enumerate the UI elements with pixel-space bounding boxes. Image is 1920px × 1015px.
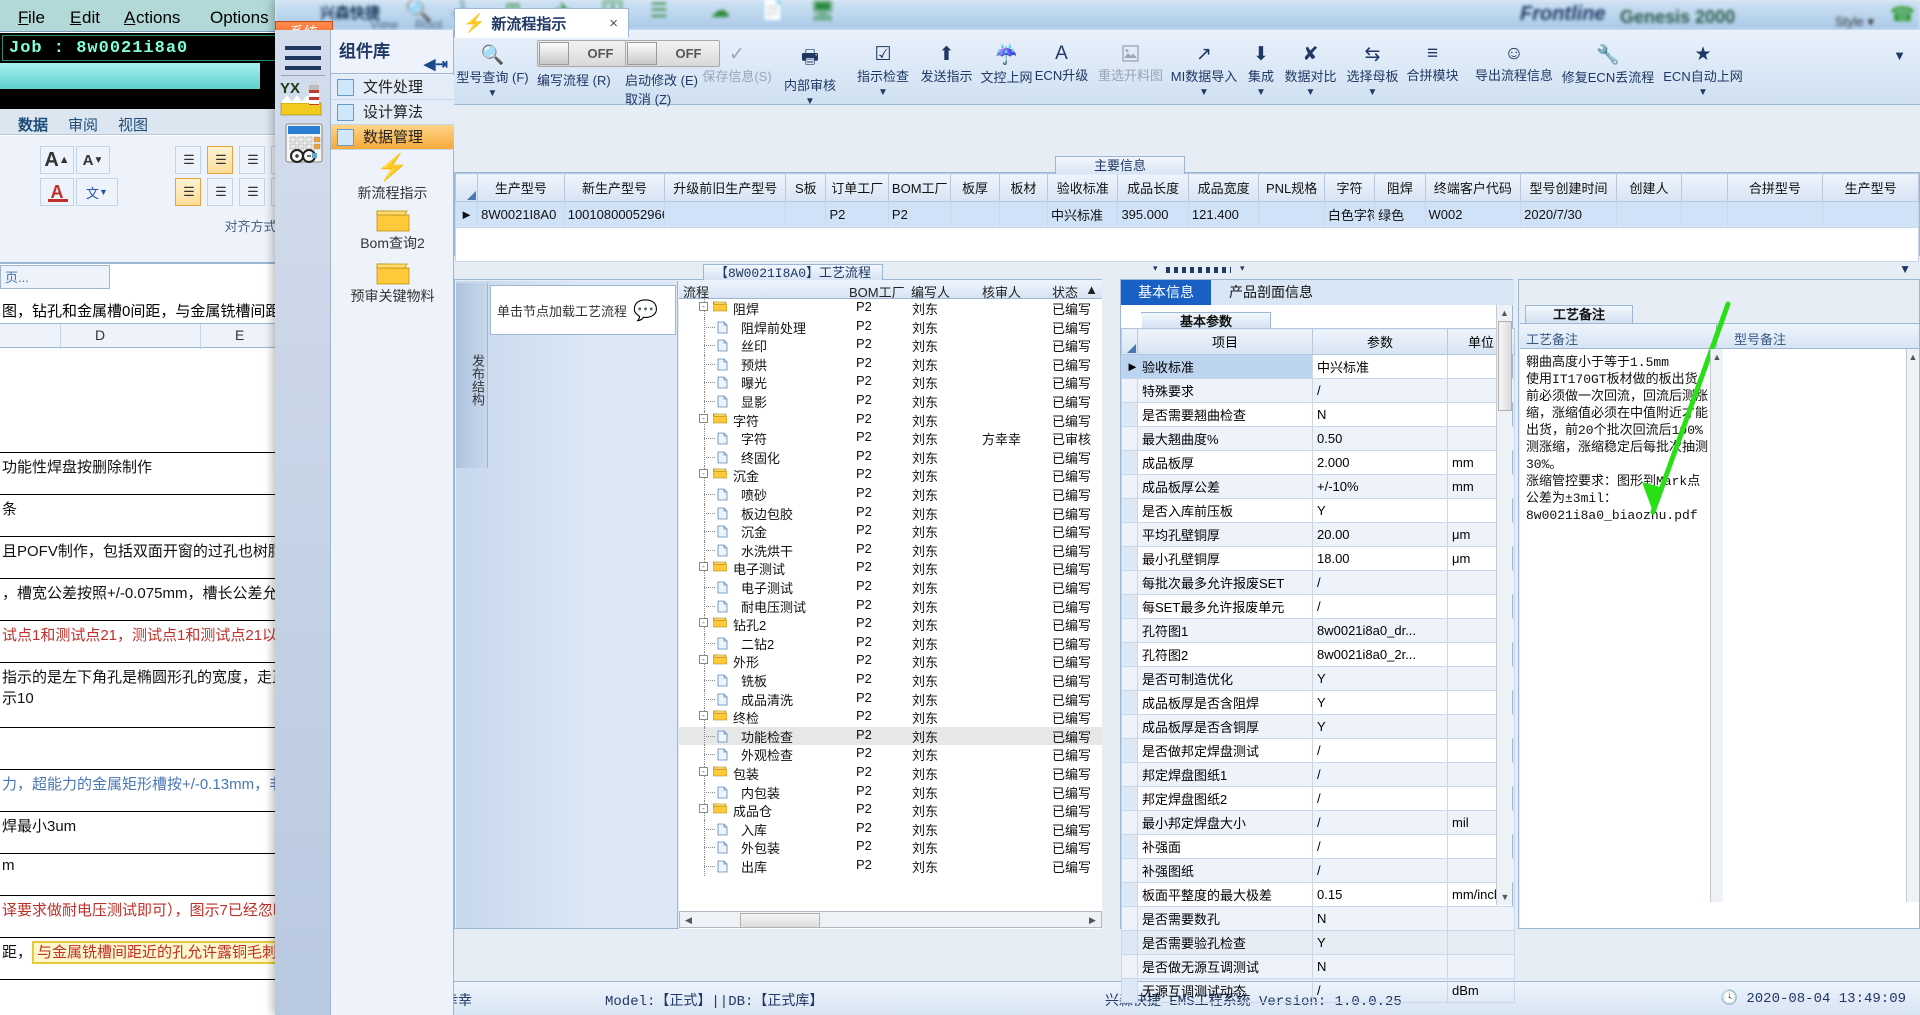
svg-text:YX: YX <box>280 80 300 97</box>
